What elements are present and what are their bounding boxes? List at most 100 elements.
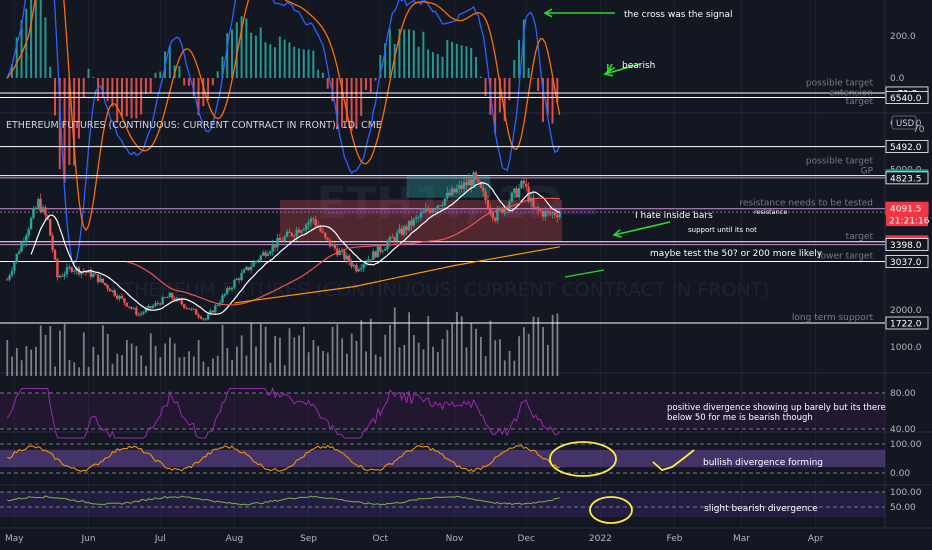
candle-body — [285, 231, 289, 237]
candle-body — [216, 305, 219, 306]
macd-histogram-bar — [140, 78, 143, 115]
candle-body — [49, 219, 52, 236]
moving-averages — [30, 182, 560, 315]
candle-body — [137, 314, 140, 316]
volume-axis-tick: 1000.0 — [890, 343, 922, 353]
volume-bar — [532, 316, 535, 376]
volume-bar — [379, 356, 382, 376]
candle-body — [233, 280, 236, 288]
candle-body — [532, 197, 535, 208]
volume-bar — [149, 333, 152, 376]
candle-body — [438, 205, 442, 207]
stoch-note: bullish divergence forming — [703, 458, 823, 468]
candle-body — [199, 316, 203, 319]
candle-body — [551, 212, 554, 214]
volume-bar — [68, 360, 71, 376]
macd-histogram-bar — [97, 78, 100, 101]
candle-body — [383, 249, 387, 251]
candle-body — [462, 182, 466, 190]
candle-body — [147, 306, 150, 309]
level-label-2: extension — [829, 89, 873, 99]
volume-bar — [369, 318, 372, 376]
level-badge — [885, 91, 929, 104]
volume-bar — [30, 349, 33, 376]
stoch-line — [6, 444, 560, 473]
macd-histogram-bar — [451, 41, 454, 78]
macd-histogram-bar — [541, 78, 544, 122]
candle-body — [104, 282, 107, 286]
candle-body — [245, 267, 248, 270]
candle-body — [534, 207, 537, 209]
macd-histogram-bar — [144, 78, 147, 94]
macd-histogram-bar — [341, 78, 344, 128]
candle-body — [214, 305, 217, 313]
candle-body — [386, 242, 389, 250]
candle-body — [541, 210, 545, 217]
candle-body — [25, 235, 28, 242]
time-axis[interactable]: May Jun Jul Aug Sep Oct Nov Dec 2022 Feb Mar Apr — [5, 534, 824, 544]
candle-body — [235, 278, 238, 281]
candle-body — [443, 198, 447, 206]
macd-histogram-bar — [202, 78, 205, 107]
volume-bar — [465, 347, 468, 376]
macd-histogram-bar — [254, 35, 257, 78]
macd-histogram-bar — [154, 72, 157, 78]
arrow-bearish-head — [603, 67, 613, 77]
candle-body — [273, 244, 277, 248]
level-badge-value: 6540.0 — [890, 94, 922, 104]
volume-bar — [192, 356, 195, 376]
macd-histogram-bar — [240, 16, 243, 78]
candle-body — [51, 235, 54, 250]
candle-body — [491, 212, 494, 218]
candle-body — [94, 273, 97, 275]
candle-body — [446, 192, 449, 199]
macd-histogram-bar — [92, 76, 95, 78]
volume-bar — [460, 316, 463, 376]
candle-body — [10, 270, 14, 276]
candle-body — [204, 318, 207, 320]
pane-separators — [0, 0, 932, 529]
volume-bar — [389, 325, 391, 376]
macd-histogram-bar — [30, 0, 33, 78]
macd-histogram-bar — [293, 46, 296, 78]
volume-bar — [317, 345, 320, 376]
volume-bar — [499, 339, 501, 376]
volume-bar — [111, 363, 114, 376]
volume-bar — [44, 334, 47, 376]
candle-body — [249, 266, 253, 270]
note-bearish: bearish — [622, 61, 655, 71]
volume-bar — [546, 344, 549, 376]
candle-body — [403, 226, 406, 235]
volume-bar — [475, 328, 477, 376]
candle-body — [29, 218, 33, 230]
time-axis-label: Apr — [808, 534, 824, 544]
mom-note: slight bearish divergence — [704, 504, 818, 514]
macd-histogram-bar — [532, 78, 535, 79]
candle-body — [154, 303, 157, 306]
level-badge — [885, 140, 929, 153]
macd-histogram-bar — [245, 18, 248, 78]
candle-body — [101, 278, 105, 283]
volume-bar — [58, 330, 61, 376]
candle-body — [130, 307, 133, 309]
stoch-divergence-circle — [549, 441, 617, 477]
macd-axis-tick: 0.0 — [890, 74, 905, 84]
macd-histogram-bar — [326, 78, 329, 89]
candle-body — [111, 290, 114, 292]
candle-body — [20, 242, 23, 252]
price-axis[interactable]: 200.00.0−71.2706000.05000.04000.03000.02… — [885, 32, 930, 513]
macd-histogram-bar — [178, 66, 181, 78]
candle-body — [125, 302, 128, 307]
macd-histogram-bar — [216, 71, 219, 78]
candle-body — [522, 180, 526, 184]
macd-histogram-bar — [369, 78, 372, 93]
candle-body — [194, 309, 198, 315]
stoch-divergence-tick — [652, 449, 695, 472]
candle-body — [304, 224, 308, 230]
candle-body — [32, 208, 35, 219]
candle-body — [400, 228, 404, 235]
candle-body — [393, 237, 396, 242]
candle-body — [489, 208, 492, 213]
macd-histogram-bar — [527, 67, 530, 78]
momentum-band — [0, 492, 885, 517]
